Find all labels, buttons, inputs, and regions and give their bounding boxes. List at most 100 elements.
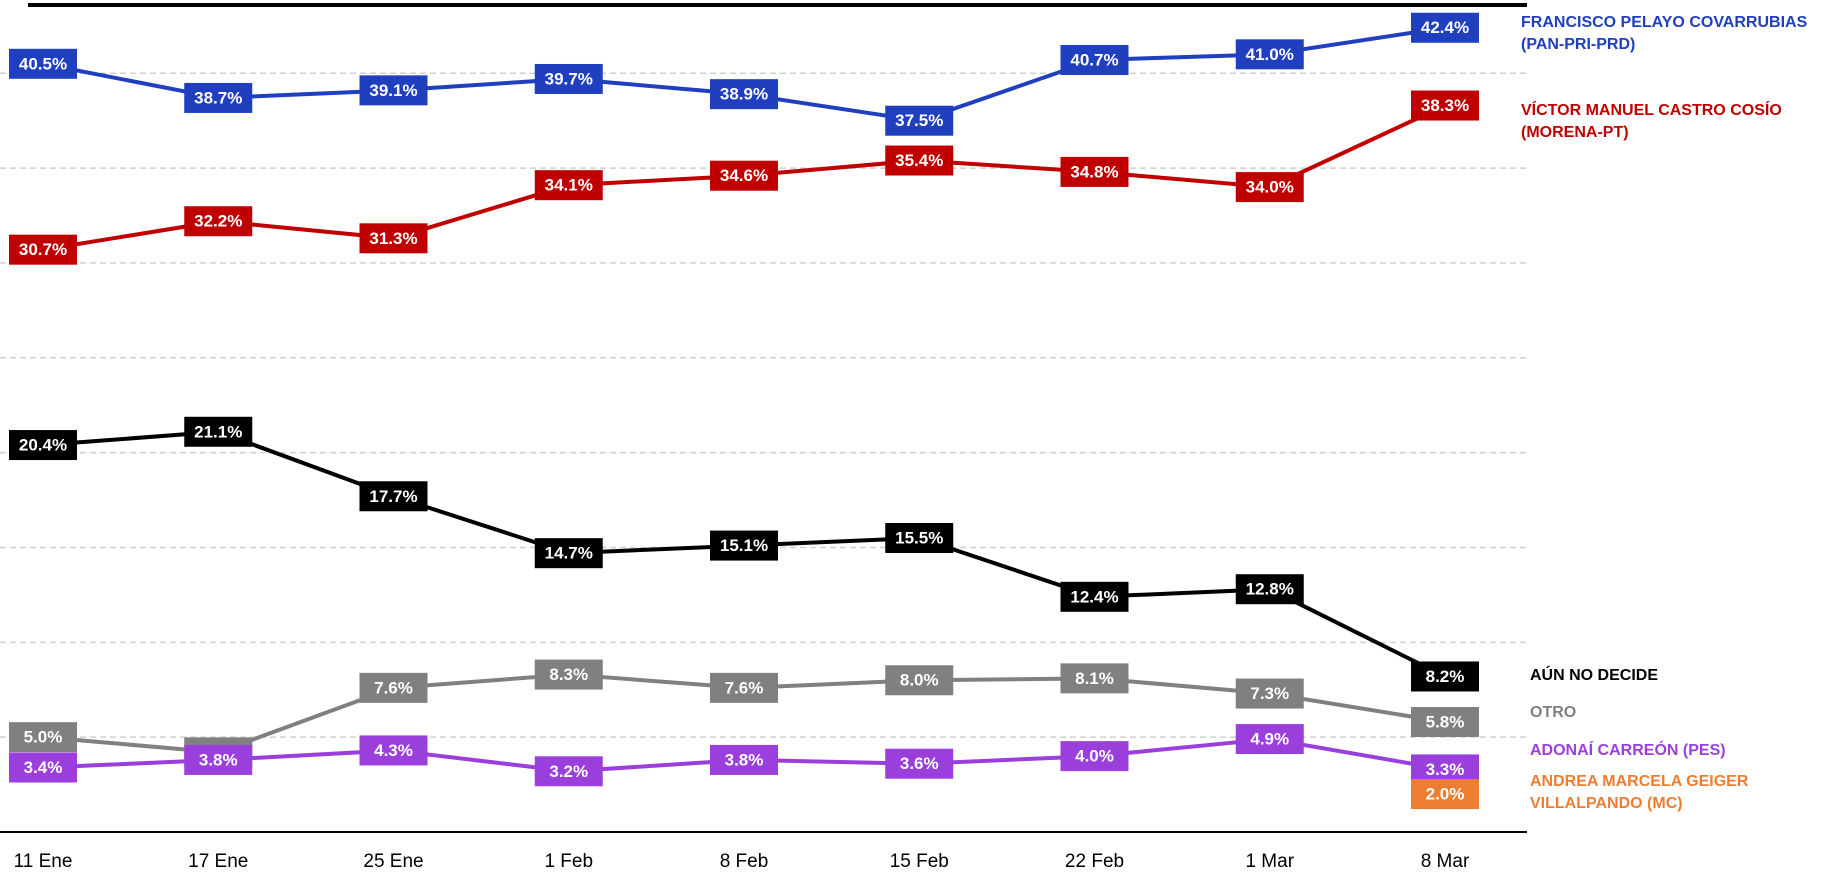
value-label: 4.0% xyxy=(1075,747,1114,766)
label-box xyxy=(1235,39,1304,70)
data-label: 34.6% xyxy=(710,160,778,191)
label-box xyxy=(710,530,778,561)
data-label: 7.6% xyxy=(359,672,428,703)
value-label: 8.0% xyxy=(900,671,939,690)
data-label: 37.5% xyxy=(885,105,954,136)
value-label: 37.5% xyxy=(895,111,943,130)
label-box xyxy=(534,659,603,690)
value-label: 35.4% xyxy=(895,151,943,170)
label-box xyxy=(885,748,954,779)
value-label: 38.7% xyxy=(194,88,242,107)
value-label: 42.4% xyxy=(1421,18,1469,37)
data-label: 15.5% xyxy=(885,522,954,553)
data-label: 7.6% xyxy=(710,672,778,703)
value-label: 38.3% xyxy=(1421,96,1469,115)
label-box xyxy=(1235,678,1304,709)
legend-entry: VÍCTOR MANUEL CASTRO COSÍO (MORENA-PT) xyxy=(1521,102,1782,141)
data-label: 30.7% xyxy=(9,234,77,265)
value-label: 8.2% xyxy=(1426,667,1465,686)
value-label: 20.4% xyxy=(19,436,67,455)
data-label: 40.5% xyxy=(9,48,77,79)
x-tick-label: 1 Feb xyxy=(544,851,593,872)
data-label: 8.1% xyxy=(1060,663,1129,694)
label-box xyxy=(1411,706,1479,737)
label-box xyxy=(1411,12,1479,43)
data-label: 4.0% xyxy=(1060,741,1129,772)
label-box xyxy=(9,234,77,265)
data-label: 8.0% xyxy=(885,665,954,696)
label-box xyxy=(1411,661,1479,692)
label-box xyxy=(359,481,428,512)
value-label: 3.4% xyxy=(24,758,63,777)
label-box xyxy=(359,223,428,254)
label-box xyxy=(184,82,253,113)
data-label: 35.4% xyxy=(885,145,954,176)
label-box xyxy=(534,63,603,94)
label-box xyxy=(1235,574,1304,605)
label-box xyxy=(534,538,603,569)
label-box xyxy=(710,744,778,775)
value-label: 34.8% xyxy=(1070,162,1118,181)
label-box xyxy=(9,48,77,79)
value-label: 12.8% xyxy=(1246,580,1294,599)
label-box xyxy=(710,672,778,703)
data-label: 8.3% xyxy=(534,659,603,690)
data-label: 3.8% xyxy=(184,744,253,775)
value-label: 40.7% xyxy=(1070,50,1118,69)
data-label: 17.7% xyxy=(359,481,428,512)
label-box xyxy=(9,722,77,753)
label-box xyxy=(1060,45,1129,76)
value-label: 8.3% xyxy=(549,665,588,684)
label-box xyxy=(1235,172,1304,203)
label-box xyxy=(710,160,778,191)
value-label: 38.9% xyxy=(720,85,768,104)
data-label: 3.4% xyxy=(9,752,77,783)
data-label: 21.1% xyxy=(184,416,253,447)
value-label: 3.8% xyxy=(725,750,764,769)
data-label: 39.7% xyxy=(534,63,603,94)
data-label: 4.9% xyxy=(1235,724,1304,755)
data-label: 3.2% xyxy=(534,756,603,787)
label-box xyxy=(1060,741,1129,772)
value-label: 15.1% xyxy=(720,536,768,555)
data-label: 12.8% xyxy=(1235,574,1304,605)
data-label: 38.7% xyxy=(184,82,253,113)
value-label: 4.9% xyxy=(1250,730,1289,749)
data-label: 32.2% xyxy=(184,206,253,237)
x-tick-label: 1 Mar xyxy=(1245,851,1294,872)
value-label: 8.1% xyxy=(1075,669,1114,688)
data-label: 42.4% xyxy=(1411,12,1479,43)
data-label: 2.0% xyxy=(1411,779,1479,810)
value-label: 3.2% xyxy=(549,762,588,781)
value-label: 40.5% xyxy=(19,54,67,73)
value-label: 41.0% xyxy=(1246,45,1294,64)
value-label: 30.7% xyxy=(19,240,67,259)
label-box xyxy=(9,430,77,461)
value-label: 34.1% xyxy=(545,176,593,195)
data-label: 20.4% xyxy=(9,430,77,461)
label-box xyxy=(184,206,253,237)
data-label: 40.7% xyxy=(1060,45,1129,76)
data-label: 14.7% xyxy=(534,538,603,569)
legend-entry: ADONAÍ CARREÓN (PES) xyxy=(1530,742,1726,759)
legend-entry: OTRO xyxy=(1530,704,1577,721)
label-box xyxy=(885,145,954,176)
label-box xyxy=(1060,156,1129,187)
value-label: 5.0% xyxy=(24,728,63,747)
label-box xyxy=(534,170,603,201)
value-label: 2.0% xyxy=(1426,785,1465,804)
data-label: 4.3% xyxy=(359,735,428,766)
value-label: 31.3% xyxy=(369,229,417,248)
value-label: 7.3% xyxy=(1250,684,1289,703)
label-box xyxy=(359,672,428,703)
x-tick-label: 15 Feb xyxy=(890,851,949,872)
label-box xyxy=(885,522,954,553)
data-label: 8.2% xyxy=(1411,661,1479,692)
value-label: 7.6% xyxy=(725,678,764,697)
value-label: 7.6% xyxy=(374,678,413,697)
data-label: 38.3% xyxy=(1411,90,1479,121)
label-box xyxy=(359,75,428,106)
x-tick-label: 25 Ene xyxy=(363,851,423,872)
